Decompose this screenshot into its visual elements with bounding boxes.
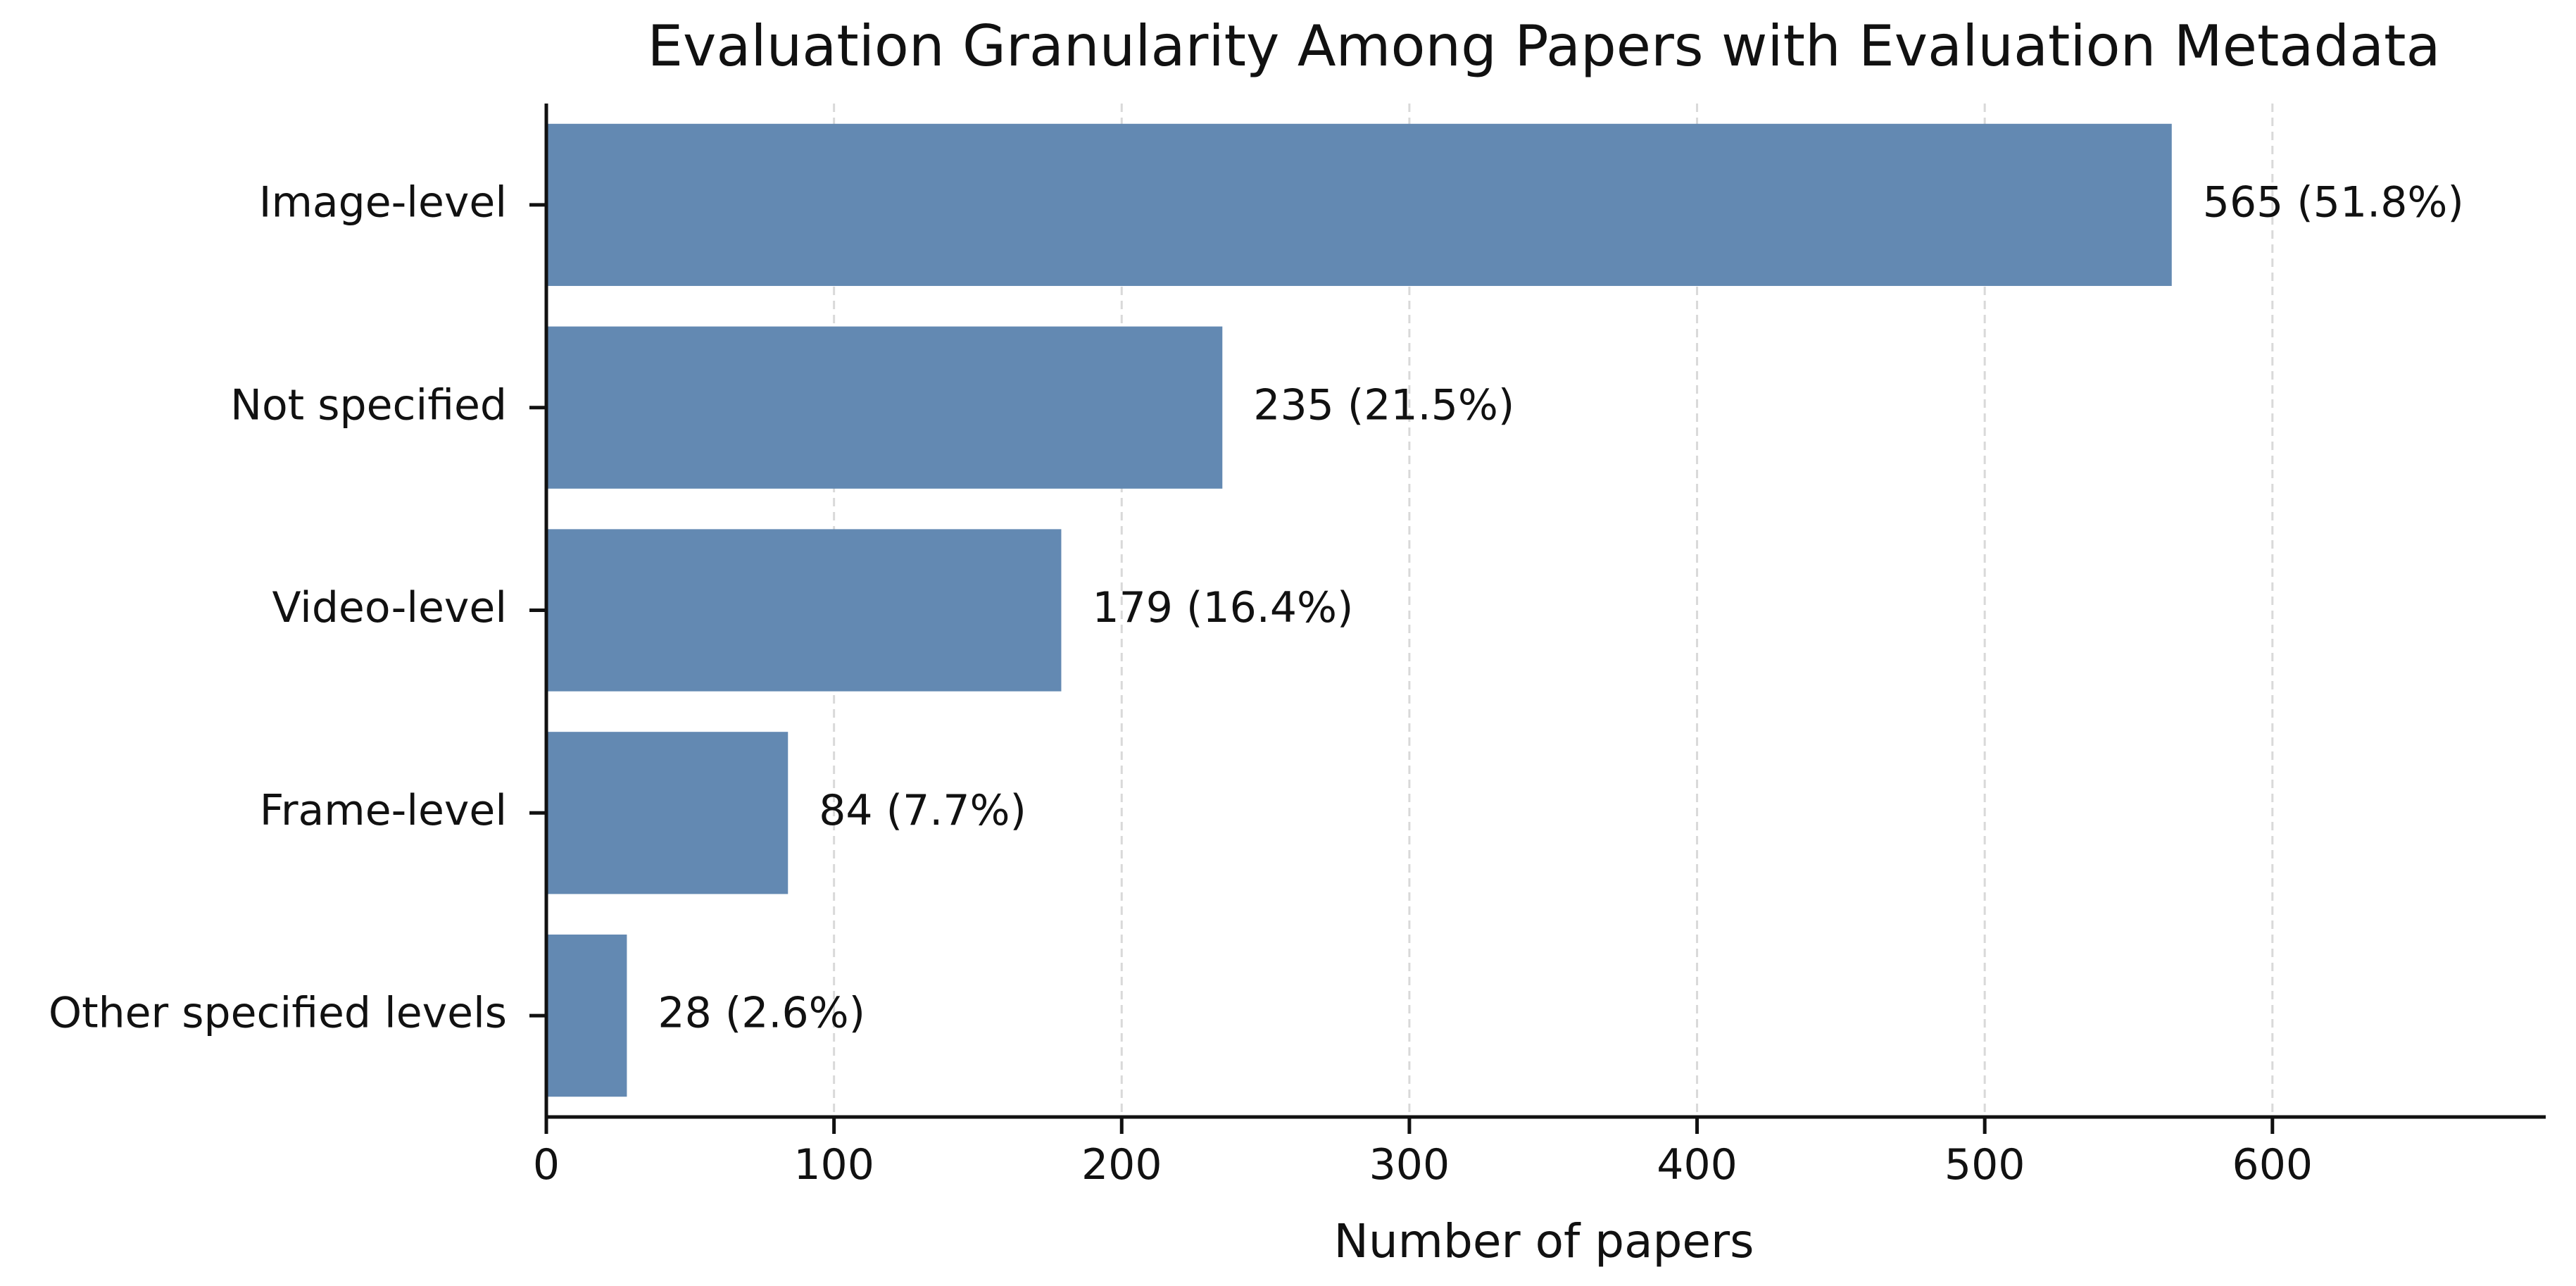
x-tick-label: 0 <box>533 1140 560 1190</box>
ticks: Image-level Not specified Video-level Frame… <box>49 177 2313 1190</box>
data-label: 235 (21.5%) <box>1253 380 1514 430</box>
x-tick-label: 400 <box>1657 1140 1738 1190</box>
x-tick-label: 200 <box>1081 1140 1162 1190</box>
data-label: 179 (16.4%) <box>1092 583 1353 632</box>
chart-title: Evaluation Granularity Among Papers with… <box>647 13 2440 79</box>
bar-other-specified-levels <box>546 934 627 1097</box>
bar-video-level <box>546 529 1062 692</box>
data-labels: 565 (51.8%) 235 (21.5%) 179 (16.4%) 84 (7.7… <box>658 177 2463 1037</box>
data-label: 84 (7.7%) <box>819 786 1026 835</box>
x-axis-label: Number of papers <box>1333 1214 1754 1268</box>
data-label: 565 (51.8%) <box>2203 177 2464 227</box>
bar-frame-level <box>546 732 788 894</box>
y-tick-label: Other specified levels <box>49 989 507 1038</box>
bar-not-specified <box>546 326 1223 489</box>
x-tick-label: 100 <box>793 1140 874 1190</box>
y-tick-label: Not specified <box>230 380 507 430</box>
y-tick-label: Frame-level <box>260 786 507 835</box>
bar-image-level <box>546 123 2172 287</box>
data-label: 28 (2.6%) <box>658 989 865 1038</box>
x-tick-label: 300 <box>1369 1140 1450 1190</box>
y-tick-label: Image-level <box>259 177 507 227</box>
x-tick-label: 600 <box>2232 1140 2313 1190</box>
y-tick-label: Video-level <box>272 583 507 632</box>
bars <box>546 123 2172 1097</box>
x-tick-label: 500 <box>1944 1140 2025 1190</box>
